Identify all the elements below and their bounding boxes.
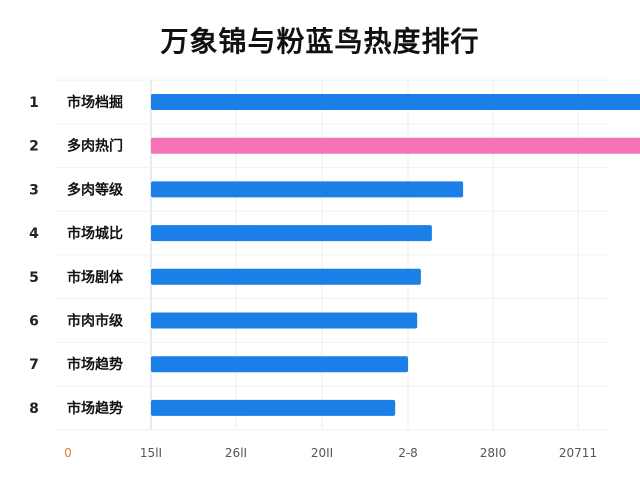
bar-2 [151,137,640,154]
bar-6 [151,312,418,329]
rank-label: 4 [29,226,39,242]
rank-label: 1 [29,95,39,111]
bar-3 [151,181,464,198]
category-label: 市场趋势 [67,356,123,373]
bar-7 [151,356,409,373]
category-label: 市场趋势 [67,400,123,417]
rank-label: 2 [29,139,39,155]
bar-8 [151,399,396,416]
rank-label: 5 [29,270,39,286]
rank-label: 3 [29,182,39,198]
bar-5 [151,268,421,285]
x-tick-label: 20II [311,446,333,460]
bar-4 [151,225,432,242]
x-tick-label: 28I0 [480,446,506,460]
category-label: 多肉热门 [67,138,123,155]
category-label: 市肉市级 [67,313,124,330]
rank-label: 7 [29,357,39,373]
chart-title: 万象锦与粉蓝鸟热度排行 [160,25,480,58]
x-tick-label: 0 [64,446,72,460]
x-tick-label: 15lI [140,446,162,460]
bar-1 [151,94,640,110]
rank-label: 6 [29,314,39,330]
x-tick-label: 26lI [225,446,247,460]
x-tick-label: 2-8 [398,446,418,460]
x-tick-label: 20711 [559,446,597,460]
category-label: 多肉等级 [67,181,124,198]
rank-label: 8 [29,401,39,417]
category-label: 市场城比 [67,225,123,242]
category-label: 市场档掘 [67,94,123,111]
category-label: 市场剧体 [67,269,124,286]
